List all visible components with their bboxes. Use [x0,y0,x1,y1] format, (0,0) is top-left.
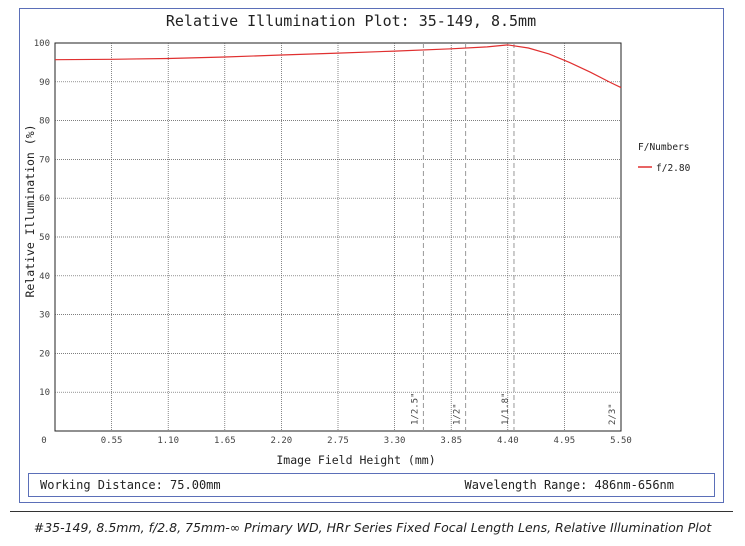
y-axis-label: Relative Illumination (%) [23,124,37,297]
y-tick-label: 20 [39,349,50,359]
x-tick-label: 0.55 [101,436,123,446]
x-tick-label: 2.75 [327,436,349,446]
caption-divider [10,511,733,512]
y-tick-label: 10 [39,388,50,398]
x-tick-label: 4.95 [554,436,576,446]
x-tick-label: 1.65 [214,436,236,446]
footer-box: Working Distance: 75.00mm Wavelength Ran… [28,473,715,497]
y-tick-label: 30 [39,311,50,321]
y-tick-label: 70 [39,155,50,165]
y-tick-label: 80 [39,117,50,127]
legend-entry-label: f/2.80 [656,163,691,174]
series-lines [54,44,622,89]
sensor-marker-label: 1/2.5" [410,392,420,425]
sensor-markers: 1/2.5" 1/2" 1/1.8" 2/3" [410,43,618,431]
y-tick-label: 40 [39,272,50,282]
y-tick-label: 90 [39,78,50,88]
x-tick-label: 2.20 [271,436,293,446]
chart-title: Relative Illumination Plot: 35-149, 8.5m… [166,12,536,30]
origin-tick-label: 0 [41,436,46,446]
working-distance-text: Working Distance: 75.00mm [40,478,221,492]
x-axis-label: Image Field Height (mm) [276,453,435,467]
x-tick-label: 3.30 [384,436,406,446]
sensor-marker-label: 1/2" [453,403,463,425]
sensor-marker-label: 2/3" [608,403,618,425]
x-tick-label: 4.40 [497,436,519,446]
x-tick-label: 3.85 [440,436,462,446]
y-tick-label: 50 [39,233,50,243]
figure-caption: #35-149, 8.5mm, f/2.8, 75mm-∞ Primary WD… [33,520,712,535]
chart-frame: Relative Illumination Plot: 35-149, 8.5m… [19,8,724,503]
legend-title: F/Numbers [638,142,689,153]
x-tick-label: 5.50 [610,436,632,446]
series-line [54,44,622,89]
tick-labels: 0.55 1.10 1.65 2.20 2.75 3.30 3.85 4.40 4.95 5.50… [34,39,632,446]
x-tick-label: 1.10 [157,436,179,446]
sensor-marker-label: 1/1.8" [501,392,511,425]
chart-svg: Relative Illumination Plot: 35-149, 8.5m… [23,12,691,467]
y-tick-label: 60 [39,194,50,204]
grid-lines [55,43,621,431]
wavelength-range-text: Wavelength Range: 486nm-656nm [464,478,674,492]
y-tick-label: 100 [34,39,50,49]
